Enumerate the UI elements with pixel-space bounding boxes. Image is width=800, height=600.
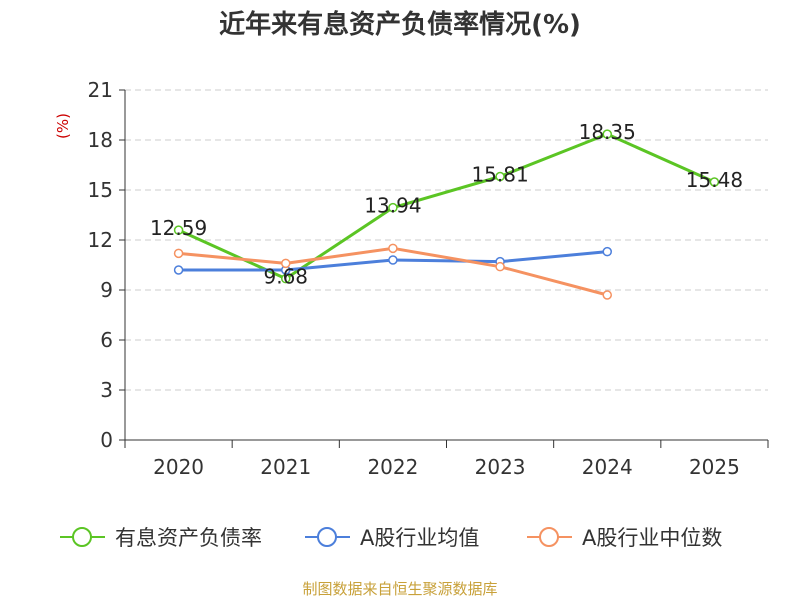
data-label: 15.81 [471, 163, 528, 187]
y-tick-label: 9 [100, 278, 113, 302]
data-point [602, 290, 612, 300]
grid-lines [125, 89, 768, 391]
legend-marker [539, 527, 559, 547]
legend-entry-2: A股行业中位数 [582, 526, 722, 550]
axes: 0 3 6 9 12 15 18 21 (%) 2020 2021 2022 2023 2024 2025 [54, 78, 769, 479]
data-point [173, 248, 184, 259]
y-tick-label: 0 [100, 428, 113, 452]
data-point [602, 246, 612, 257]
data-point [173, 225, 184, 235]
legend: 有息资产负债率 A股行业均值 A股行业中位数 [60, 526, 722, 550]
data-point [495, 171, 505, 182]
data-point [602, 129, 612, 139]
x-tick-label: 2020 [153, 455, 204, 479]
chart-title: 近年来有息资产负债率情况(%) [219, 10, 581, 40]
data-point [388, 243, 398, 254]
legend-marker [317, 527, 337, 547]
data-labels: 12.59 9.68 13.94 15.81 18.35 15.48 [150, 120, 743, 288]
y-tick-label: 3 [100, 378, 113, 402]
data-point [495, 261, 505, 272]
x-tick-label: 2025 [689, 455, 740, 479]
data-label: 18.35 [579, 120, 636, 144]
x-tick-label: 2021 [260, 455, 311, 479]
legend-entry-0: 有息资产负债率 [115, 526, 262, 550]
y-tick-label: 18 [88, 128, 113, 152]
x-tick-label: 2022 [367, 455, 418, 479]
series-lines [173, 129, 720, 300]
data-label: 9.68 [263, 265, 308, 289]
data-point [173, 265, 184, 275]
legend-marker [72, 527, 92, 547]
source-note: 制图数据来自恒生聚源数据库 [302, 580, 498, 598]
x-tick-label: 2023 [475, 455, 526, 479]
y-tick-label: 21 [88, 78, 113, 102]
y-tick-label: 15 [88, 178, 113, 202]
legend-entry-1: A股行业均值 [360, 526, 479, 550]
x-tick-label: 2024 [582, 455, 633, 479]
y-tick-label: 6 [100, 328, 113, 352]
data-label: 15.48 [686, 168, 743, 192]
y-axis-label: (%) [54, 113, 72, 139]
data-point [388, 255, 398, 265]
data-label: 12.59 [150, 216, 207, 240]
data-point [388, 202, 398, 213]
y-tick-label: 12 [88, 228, 113, 252]
data-label: 13.94 [364, 194, 421, 218]
data-point [709, 177, 720, 187]
data-point [281, 258, 291, 269]
